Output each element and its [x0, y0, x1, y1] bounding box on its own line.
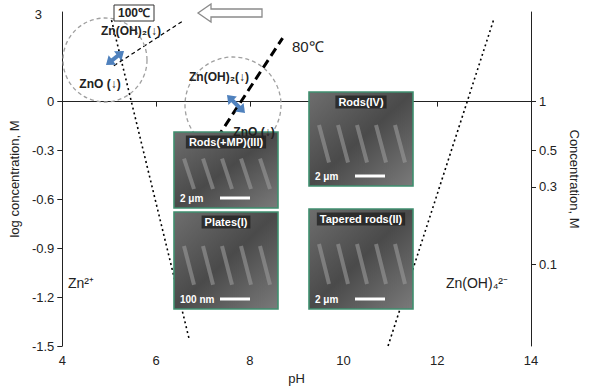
svg-text:Rods(+MP)(III): Rods(+MP)(III) [188, 136, 264, 148]
svg-text:2 μm: 2 μm [180, 193, 203, 204]
svg-text:Rods(IV): Rods(IV) [338, 96, 384, 108]
svg-text:0.1: 0.1 [539, 257, 557, 272]
svg-text:10: 10 [336, 353, 350, 368]
svg-text:-0.6: -0.6 [32, 192, 54, 207]
svg-text:Tapered rods(II): Tapered rods(II) [320, 213, 403, 225]
svg-text:4: 4 [59, 353, 66, 368]
svg-text:80℃: 80℃ [292, 38, 324, 55]
svg-text:log concentration, M: log concentration, M [7, 120, 22, 237]
svg-text:-1.2: -1.2 [32, 290, 54, 305]
svg-text:1: 1 [539, 94, 546, 109]
svg-text:14: 14 [524, 353, 538, 368]
svg-text:-1.5: -1.5 [32, 339, 54, 354]
svg-text:0.3: 0.3 [539, 179, 557, 194]
svg-text:3: 3 [35, 7, 42, 22]
svg-text:ZnO (↓): ZnO (↓) [79, 77, 120, 91]
svg-text:ZnO (↓): ZnO (↓) [233, 125, 274, 139]
svg-text:0: 0 [47, 94, 54, 109]
svg-text:Plates(I): Plates(I) [205, 216, 248, 228]
svg-text:2 μm: 2 μm [315, 171, 338, 182]
svg-text:Zn(OH)₄²⁻: Zn(OH)₄²⁻ [446, 275, 508, 291]
svg-text:Zn²⁺: Zn²⁺ [68, 275, 94, 291]
svg-text:12: 12 [430, 353, 444, 368]
svg-text:0.5: 0.5 [539, 143, 557, 158]
svg-text:pH: pH [288, 371, 305, 386]
svg-text:100℃: 100℃ [118, 6, 150, 20]
svg-text:Concentration, M: Concentration, M [567, 130, 582, 229]
svg-text:6: 6 [152, 353, 159, 368]
svg-text:2 μm: 2 μm [315, 294, 338, 305]
svg-text:100 nm: 100 nm [180, 294, 215, 305]
svg-text:8: 8 [246, 353, 253, 368]
svg-text:-0.3: -0.3 [32, 143, 54, 158]
svg-text:-0.9: -0.9 [32, 241, 54, 256]
svg-text:Zn(OH)₂(↓): Zn(OH)₂(↓) [189, 70, 249, 84]
svg-text:Zn(OH)₂(↓): Zn(OH)₂(↓) [101, 24, 161, 38]
